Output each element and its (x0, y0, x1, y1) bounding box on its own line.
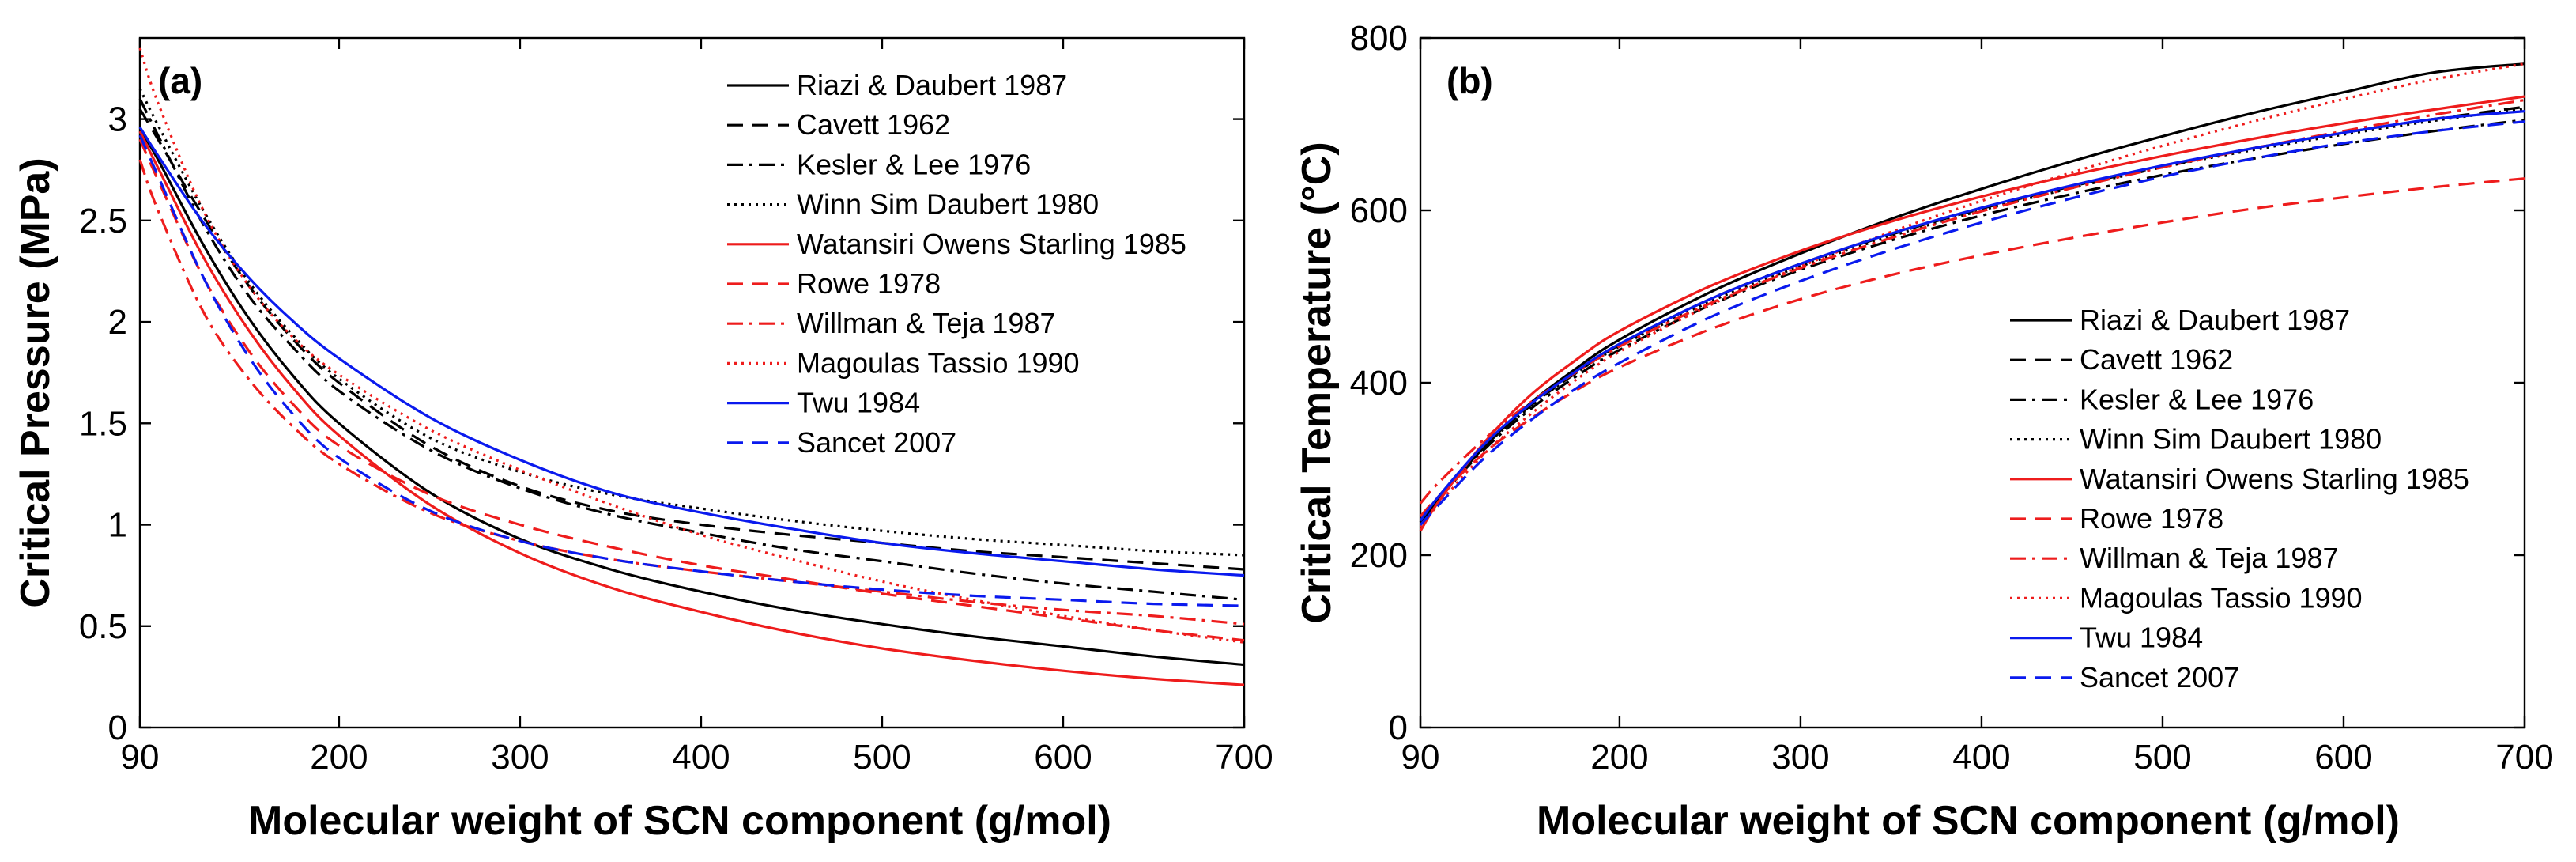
y-axis-title: Critical Temperature (°C) (1294, 142, 1340, 623)
legend-label: Willman & Teja 1987 (797, 307, 1056, 339)
series-line (1419, 107, 2525, 522)
chart-panel-b: (b) Critical Temperature (°C) Molecular … (1294, 19, 2554, 844)
x-tick-label: 300 (491, 738, 549, 777)
legend-label: Cavett 1962 (797, 108, 950, 141)
y-tick-label: 600 (1350, 191, 1408, 230)
x-tick-label: 500 (2133, 738, 2191, 777)
series-line (138, 130, 1245, 686)
x-tick-label: 200 (1590, 738, 1648, 777)
plot-frame (138, 36, 1246, 729)
x-tick-label: 400 (672, 738, 730, 777)
legend-label: Cavett 1962 (2080, 343, 2233, 376)
legend-label: Winn Sim Daubert 1980 (797, 188, 1099, 221)
legend-label: Magoulas Tassio 1990 (2080, 581, 2363, 614)
x-tick-label: 500 (853, 738, 911, 777)
legend-label: Watansiri Owens Starling 1985 (797, 228, 1186, 260)
panel-label: (a) (158, 60, 202, 101)
legend-label: Kesler & Lee 1976 (2080, 383, 2314, 415)
series-line (138, 98, 1245, 601)
x-tick-label: 700 (1215, 738, 1273, 777)
axis-ticks: 90 200 300 400 500 600 700 0 200 400 600 800 (1350, 19, 2554, 777)
y-tick-label: 3 (108, 100, 127, 139)
series-lines (1419, 62, 2525, 532)
y-tick-label: 0 (1389, 709, 1408, 747)
series-line (1419, 110, 2525, 522)
y-tick-label: 2 (108, 303, 127, 342)
x-tick-label: 400 (1952, 738, 2010, 777)
series-line (138, 88, 1245, 557)
series-line (138, 47, 1245, 644)
series-line (138, 128, 1245, 667)
x-axis-title: Molecular weight of SCN component (g/mol… (248, 798, 1111, 844)
legend-label: Kesler & Lee 1976 (797, 148, 1031, 180)
series-line (138, 138, 1245, 642)
x-tick-label: 300 (1771, 738, 1829, 777)
legend-label: Winn Sim Daubert 1980 (2080, 423, 2382, 456)
series-line (1419, 119, 2525, 524)
legend-label: Rowe 1978 (2080, 502, 2223, 535)
y-tick-label: 1.5 (79, 404, 127, 443)
x-tick-label: 200 (310, 738, 368, 777)
axis-ticks: 90 200 300 400 500 600 700 0 0.5 1 1.5 2 2.5 3 (79, 38, 1273, 777)
legend-label: Sancet 2007 (797, 426, 956, 459)
x-tick-label: 600 (1034, 738, 1092, 777)
series-line (1419, 120, 2525, 526)
y-tick-label: 1 (108, 506, 127, 545)
y-tick-label: 0.5 (79, 607, 127, 646)
legend-label: Rowe 1978 (797, 267, 941, 300)
legend-label: Twu 1984 (2080, 622, 2203, 654)
series-line (1419, 98, 2525, 505)
y-tick-label: 200 (1350, 536, 1408, 575)
legend: Riazi & Daubert 1987 Cavett 1962 Kesler & … (2010, 304, 2469, 694)
legend-label: Willman & Teja 1987 (2080, 542, 2339, 574)
y-tick-label: 0 (108, 709, 127, 747)
series-line (138, 108, 1245, 571)
legend: Riazi & Daubert 1987 Cavett 1962 Kesler & … (727, 69, 1186, 459)
series-line (1419, 105, 2525, 524)
panel-label: (b) (1446, 60, 1493, 101)
y-tick-label: 800 (1350, 19, 1408, 58)
legend-label: Magoulas Tassio 1990 (797, 346, 1080, 379)
legend-label: Twu 1984 (797, 387, 920, 419)
x-tick-label: 90 (1401, 738, 1440, 777)
y-tick-label: 2.5 (79, 202, 127, 240)
legend-label: Watansiri Owens Starling 1985 (2080, 463, 2469, 495)
x-tick-label: 600 (2314, 738, 2372, 777)
legend-label: Riazi & Daubert 1987 (797, 69, 1067, 101)
series-line (138, 134, 1245, 607)
plot-frame (1419, 36, 2526, 729)
series-line (138, 126, 1245, 577)
series-lines (138, 47, 1245, 686)
x-axis-title: Molecular weight of SCN component (g/mol… (1537, 798, 2400, 844)
x-tick-label: 700 (2495, 738, 2553, 777)
series-line (1419, 177, 2525, 518)
chart-panel-a: (a) Critical Pressure (MPa) Molecular we… (13, 36, 1273, 844)
series-line (1419, 62, 2525, 529)
legend-label: Riazi & Daubert 1987 (2080, 304, 2350, 336)
x-tick-label: 90 (121, 738, 160, 777)
y-tick-label: 400 (1350, 364, 1408, 403)
legend-label: Sancet 2007 (2080, 661, 2239, 694)
y-axis-title: Critical Pressure (MPa) (13, 157, 58, 607)
series-line (1419, 95, 2525, 532)
